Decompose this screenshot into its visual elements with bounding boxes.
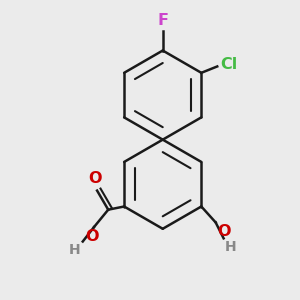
- Text: H: H: [69, 243, 80, 257]
- Text: O: O: [217, 224, 231, 239]
- Text: Cl: Cl: [220, 57, 238, 72]
- Text: O: O: [89, 171, 102, 186]
- Text: F: F: [157, 13, 168, 28]
- Text: O: O: [85, 229, 99, 244]
- Text: H: H: [225, 240, 237, 254]
